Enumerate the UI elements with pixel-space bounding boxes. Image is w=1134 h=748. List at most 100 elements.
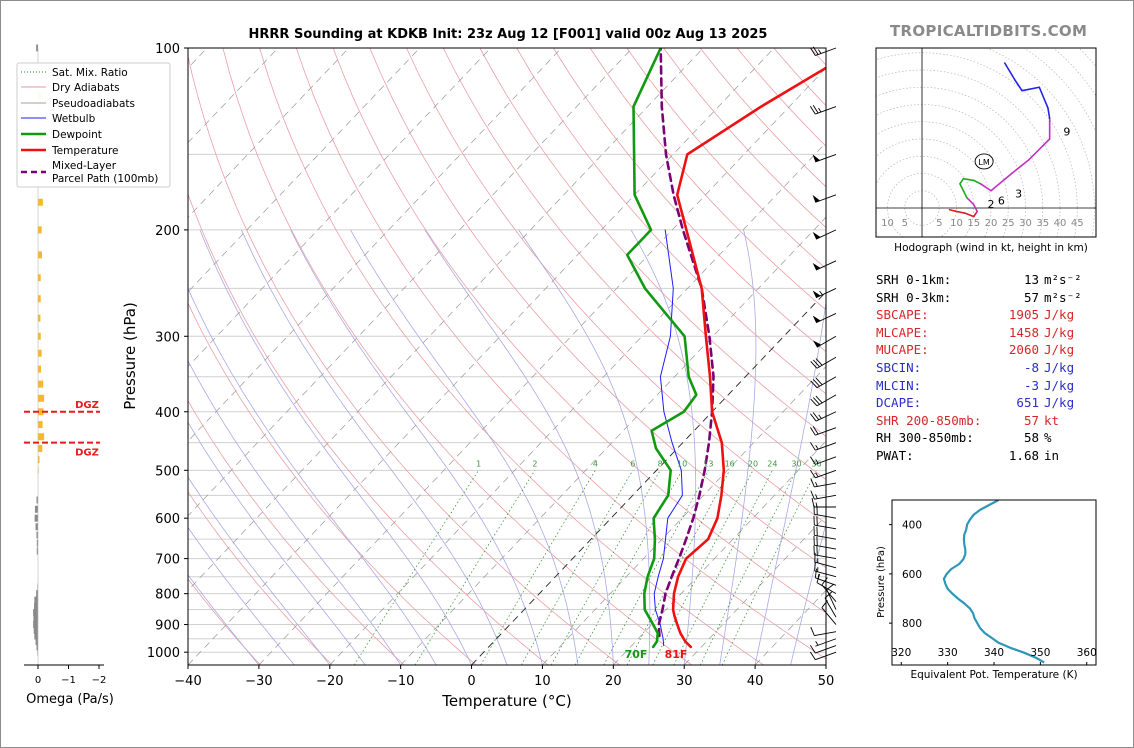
barb-staff: [815, 577, 837, 586]
barb-pennant: [812, 315, 821, 323]
theta-e-x-tick-label: 340: [984, 647, 1004, 659]
barb-staff: [814, 570, 837, 578]
omega-bar: [36, 643, 38, 651]
theta-e-line: [942, 500, 1045, 664]
barb-staff: [816, 582, 837, 595]
hodograph-trace-segment: [955, 210, 966, 214]
moist-adiabat-line: [188, 574, 260, 665]
theta-e-y-tick-label: 600: [902, 569, 922, 581]
barb-staff: [815, 645, 837, 654]
x-tick-label: −20: [316, 674, 343, 689]
index-value: -8: [1023, 359, 1039, 375]
omega-tick-label: 0: [35, 675, 41, 686]
wind-barb: [812, 335, 837, 348]
hodograph-tick-label: 20: [985, 218, 998, 229]
dry-adiabat-line: [188, 302, 477, 665]
barb-pennant: [812, 290, 821, 298]
wind-barb: [814, 561, 837, 578]
moist-adiabat-line: [199, 229, 472, 665]
omega-bar: [33, 615, 38, 623]
isotherm-line: [188, 48, 704, 591]
barb-staff: [814, 554, 837, 560]
barb-staff: [815, 313, 837, 324]
legend-label: Dry Adiabats: [52, 82, 120, 94]
hodograph-trace-segment: [959, 177, 965, 185]
isotherm-line: [188, 48, 775, 665]
barb-feather: [809, 47, 816, 56]
wind-barb: [810, 626, 837, 637]
hodograph-tick-label: 30: [1019, 218, 1032, 229]
x-tick-label: 30: [676, 674, 693, 689]
dry-adiabat-line: [188, 54, 621, 665]
hodograph-tick-label: 35: [1036, 218, 1049, 229]
dry-adiabat-line: [188, 491, 333, 665]
mixing-ratio-label: 1: [476, 459, 481, 468]
barb-feather: [815, 395, 823, 404]
x-tick-label: 50: [818, 674, 835, 689]
index-unit: m²s⁻²: [1044, 272, 1082, 287]
wind-barb: [809, 456, 837, 465]
barb-staff: [815, 260, 837, 271]
dewpoint-line: [625, 48, 698, 649]
index-value: 57: [1023, 289, 1039, 305]
x-tick-label: −10: [387, 674, 414, 689]
hodograph-height-label: 6: [998, 195, 1005, 208]
y-tick-label: 500: [155, 464, 180, 479]
mixing-ratio-label: 24: [767, 459, 777, 468]
wind-barb: [813, 545, 837, 560]
y-axis-label: Pressure (hPa): [121, 302, 139, 410]
barb-feather: [809, 456, 816, 465]
hodograph-trace-segment: [979, 183, 992, 192]
moist-adiabat-line: [241, 229, 508, 665]
moist-adiabat-line: [350, 229, 579, 665]
barb-feather: [814, 568, 817, 578]
theta-e-y-tick-label: 400: [902, 520, 922, 532]
hodograph-trace-segment: [962, 189, 968, 199]
dry-adiabat-line: [442, 48, 826, 480]
index-label: MLCAPE:: [876, 324, 929, 340]
y-tick-label: 300: [155, 330, 180, 345]
index-label: SHR 200-850mb:: [876, 412, 982, 428]
skew-t-frame: [187, 47, 827, 666]
barb-staff: [814, 631, 837, 637]
barb-feather: [812, 412, 820, 421]
wind-barb: [809, 105, 837, 115]
barb-feather: [810, 361, 818, 369]
index-row: SHR 200-850mb: 57 kt: [876, 413, 1126, 431]
omega-bar: [38, 332, 41, 340]
legend-label: Dewpoint: [52, 129, 102, 141]
x-tick-label: 10: [534, 674, 551, 689]
index-unit: J/kg: [1044, 395, 1075, 411]
isotherm-line: [188, 48, 350, 218]
wind-barb: [821, 577, 837, 603]
theta-e-x-axis-label: Equivalent Pot. Temperature (K): [910, 669, 1077, 681]
indices-panel: SRH 0-1km: 13 m²s⁻² SRH 0-3km: 57 m²s⁻² SBCAPE…: [876, 272, 1126, 466]
barb-staff: [814, 494, 837, 500]
barb-half-feather: [818, 49, 822, 54]
omega-bar: [38, 198, 43, 206]
wind-barb: [809, 651, 837, 661]
parcel-path-line: [657, 48, 715, 638]
omega-bar: [34, 602, 38, 610]
surface-dewpoint-label: 70F: [625, 648, 648, 661]
barb-feather: [809, 651, 816, 660]
wind-barb: [813, 526, 837, 540]
x-tick-label: 40: [747, 674, 764, 689]
omega-bar: [36, 496, 38, 504]
legend-label: Sat. Mix. Ratio: [52, 67, 128, 79]
barb-pennant: [812, 340, 822, 348]
dry-adiabat-line: [406, 48, 826, 524]
wind-barb: [812, 260, 837, 271]
index-row: SRH 0-3km: 57 m²s⁻²: [876, 290, 1126, 308]
wetbulb-line: [653, 229, 683, 647]
index-label: PWAT:: [876, 447, 914, 463]
barb-feather: [810, 413, 817, 422]
hodograph-frame: [875, 47, 1097, 238]
index-unit: in: [1044, 447, 1060, 463]
skew-t-panel: 1 2 4 6 8 10 13 16 20 24 30 36−40 −30 −20 −10 0 10 20 30 40…: [121, 42, 835, 710]
mixing-ratio-label: 4: [593, 459, 598, 468]
index-row: RH 300-850mb: 58%: [876, 430, 1126, 448]
barb-feather: [810, 626, 815, 636]
hodograph-tick-label: 10: [881, 218, 894, 229]
